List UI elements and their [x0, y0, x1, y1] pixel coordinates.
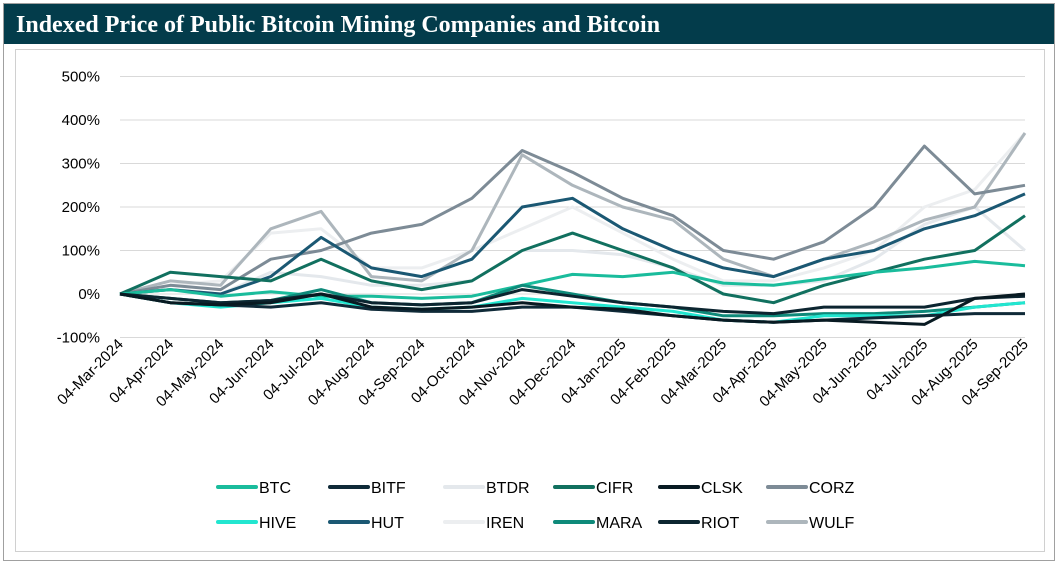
legend-label-btdr: BTDR: [486, 480, 530, 497]
y-tick-label: 300%: [62, 156, 100, 173]
series-line-wulf: [119, 132, 1027, 296]
legend-label-hive: HIVE: [259, 515, 296, 532]
chart-title: Indexed Price of Public Bitcoin Mining C…: [4, 4, 1054, 44]
series-line-cifr: [119, 214, 1026, 305]
legend-label-cifr: CIFR: [596, 480, 633, 497]
legend-label-bitf: BITF: [371, 480, 406, 497]
series-line-hut: [119, 192, 1026, 296]
y-tick-label: 400%: [62, 112, 100, 129]
series-line-riot: [119, 288, 1026, 316]
legend-label-wulf: WULF: [809, 515, 855, 532]
series-line-btdr: [119, 205, 1026, 296]
y-tick-label: 200%: [62, 199, 100, 216]
legend-label-hut: HUT: [371, 515, 404, 532]
chart-frame: [3, 3, 1055, 561]
y-tick-label: 100%: [62, 243, 100, 260]
y-tick-label: 500%: [62, 69, 100, 86]
y-tick-label: -100%: [57, 330, 100, 347]
series-line-corz: [119, 144, 1026, 296]
legend-label-riot: RIOT: [701, 515, 739, 532]
series-line-clsk: [119, 292, 1026, 326]
series-line-btc: [119, 259, 1026, 300]
legend-label-clsk: CLSK: [701, 480, 743, 497]
legend-label-iren: IREN: [486, 515, 524, 532]
legend-label-corz: CORZ: [809, 480, 855, 497]
legend-label-mara: MARA: [596, 515, 643, 532]
legend-label-btc: BTC: [259, 480, 291, 497]
plot-area-border: [15, 49, 1045, 552]
y-tick-label: 0%: [78, 286, 100, 303]
